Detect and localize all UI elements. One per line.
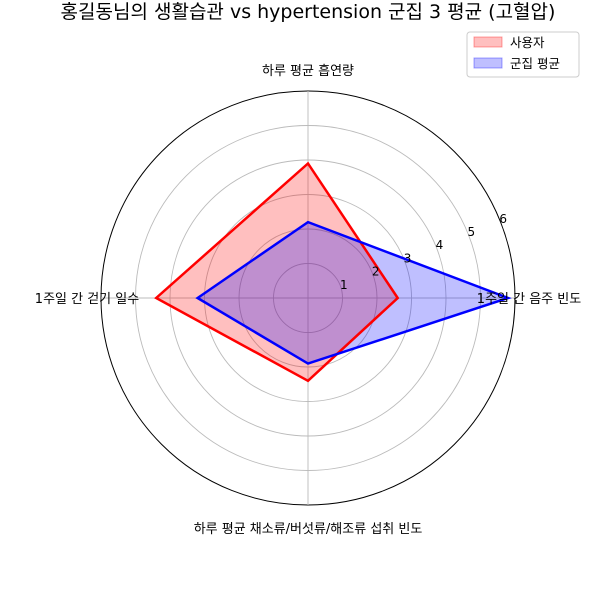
- r-tick-label: 2: [372, 265, 380, 279]
- r-tick-label: 6: [499, 212, 507, 226]
- legend-label-cluster-average: 군집 평균: [510, 56, 560, 71]
- legend: 사용자 군집 평균: [466, 31, 580, 78]
- r-tick-label: 3: [404, 251, 412, 265]
- polar-grid: [100, 90, 516, 506]
- r-tick-label: 4: [436, 238, 444, 252]
- axis-labels: 1주일 간 음주 빈도 하루 평균 흡연량 1주일 간 걷기 일수 하루 평균 …: [35, 64, 581, 537]
- series-cluster-average-line: [195, 220, 512, 365]
- legend-label-user: 사용자: [510, 35, 545, 50]
- series-layer: [154, 161, 512, 383]
- radial-tick-labels: 1 2 3 4 5 6: [340, 212, 507, 292]
- r-tick-label: 1: [340, 278, 348, 292]
- axis-label-vegetables: 하루 평균 채소류/버섯류/해조류 섭취 빈도: [194, 522, 423, 537]
- legend-swatch-user: [473, 36, 503, 48]
- legend-swatch-cluster-average: [473, 57, 503, 69]
- axis-label-smoking: 하루 평균 흡연량: [262, 64, 354, 79]
- axis-label-drinking: 1주일 간 음주 빈도: [477, 292, 581, 307]
- axis-label-walking: 1주일 간 걷기 일수: [35, 292, 139, 307]
- legend-frame: [466, 31, 580, 78]
- chart-title: 홍길동님의 생활습관 vs hypertension 군집 3 평균 (고혈압): [61, 1, 556, 23]
- series-cluster-average-area: [197, 222, 509, 364]
- r-tick-label: 5: [468, 225, 476, 239]
- series-user-area: [156, 163, 398, 381]
